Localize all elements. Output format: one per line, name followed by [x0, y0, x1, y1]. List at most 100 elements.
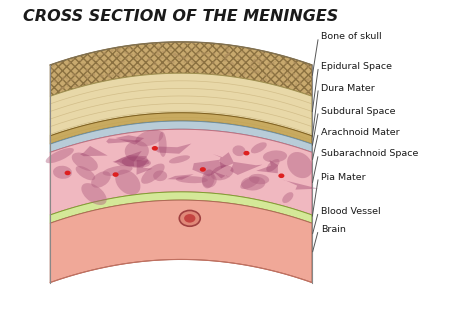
Ellipse shape: [109, 57, 110, 59]
Ellipse shape: [89, 76, 91, 77]
Ellipse shape: [191, 70, 193, 72]
Circle shape: [244, 151, 249, 156]
Ellipse shape: [171, 63, 173, 66]
Polygon shape: [151, 144, 191, 154]
Ellipse shape: [292, 68, 295, 70]
Ellipse shape: [182, 56, 183, 58]
Ellipse shape: [217, 55, 219, 56]
Ellipse shape: [264, 74, 267, 76]
Ellipse shape: [122, 157, 151, 168]
Ellipse shape: [229, 70, 233, 72]
Ellipse shape: [131, 72, 135, 75]
Ellipse shape: [103, 60, 107, 62]
Polygon shape: [230, 162, 263, 175]
Ellipse shape: [222, 58, 223, 59]
Ellipse shape: [202, 174, 217, 188]
Ellipse shape: [201, 52, 203, 54]
Ellipse shape: [241, 71, 242, 73]
Ellipse shape: [128, 54, 133, 56]
Ellipse shape: [182, 56, 185, 58]
Ellipse shape: [159, 67, 162, 70]
Ellipse shape: [268, 63, 272, 65]
Ellipse shape: [295, 67, 298, 69]
Ellipse shape: [89, 58, 91, 59]
Ellipse shape: [296, 77, 299, 79]
Ellipse shape: [190, 50, 192, 51]
Ellipse shape: [115, 169, 140, 195]
Ellipse shape: [96, 64, 99, 67]
Ellipse shape: [92, 58, 95, 60]
Ellipse shape: [94, 54, 95, 56]
Ellipse shape: [170, 50, 172, 52]
Polygon shape: [50, 121, 312, 152]
Ellipse shape: [142, 53, 146, 54]
Ellipse shape: [283, 81, 285, 84]
Text: Subarachnoid Space: Subarachnoid Space: [320, 150, 418, 159]
Ellipse shape: [162, 64, 164, 67]
Ellipse shape: [118, 49, 120, 53]
Ellipse shape: [267, 69, 271, 70]
Ellipse shape: [135, 57, 138, 60]
Ellipse shape: [301, 68, 303, 70]
Ellipse shape: [73, 85, 76, 87]
Ellipse shape: [256, 55, 258, 57]
Ellipse shape: [279, 66, 281, 69]
Ellipse shape: [289, 70, 293, 71]
Ellipse shape: [76, 166, 95, 180]
Ellipse shape: [173, 54, 177, 56]
Ellipse shape: [261, 52, 265, 54]
Text: Brain: Brain: [320, 225, 346, 234]
Ellipse shape: [96, 67, 97, 69]
Ellipse shape: [306, 79, 310, 81]
Ellipse shape: [152, 52, 155, 55]
Ellipse shape: [78, 77, 80, 78]
Ellipse shape: [259, 64, 262, 65]
Ellipse shape: [98, 55, 102, 57]
Ellipse shape: [124, 52, 128, 54]
Ellipse shape: [215, 67, 218, 69]
Polygon shape: [213, 171, 230, 178]
Ellipse shape: [253, 66, 255, 69]
Ellipse shape: [58, 79, 59, 81]
Ellipse shape: [206, 46, 208, 48]
Ellipse shape: [79, 60, 81, 61]
Ellipse shape: [292, 76, 295, 78]
Ellipse shape: [128, 46, 130, 49]
Ellipse shape: [171, 61, 175, 63]
Ellipse shape: [120, 61, 125, 63]
Ellipse shape: [196, 49, 198, 51]
Ellipse shape: [282, 192, 293, 203]
Ellipse shape: [79, 76, 80, 78]
Ellipse shape: [156, 51, 159, 52]
Ellipse shape: [160, 43, 163, 46]
Ellipse shape: [173, 52, 176, 56]
Ellipse shape: [120, 67, 123, 69]
Ellipse shape: [173, 70, 176, 71]
Ellipse shape: [201, 67, 203, 69]
Ellipse shape: [307, 66, 311, 68]
Ellipse shape: [134, 53, 138, 55]
Ellipse shape: [153, 63, 157, 65]
Ellipse shape: [257, 72, 259, 73]
Ellipse shape: [79, 60, 82, 61]
Ellipse shape: [178, 58, 182, 60]
Ellipse shape: [231, 70, 233, 72]
Ellipse shape: [216, 48, 219, 49]
Ellipse shape: [249, 54, 252, 57]
Ellipse shape: [184, 57, 186, 58]
Ellipse shape: [267, 62, 270, 65]
Polygon shape: [50, 129, 312, 215]
Ellipse shape: [224, 54, 228, 56]
Ellipse shape: [255, 65, 256, 68]
Ellipse shape: [228, 53, 229, 56]
Ellipse shape: [288, 74, 290, 76]
Ellipse shape: [255, 70, 257, 73]
Ellipse shape: [121, 64, 124, 67]
Ellipse shape: [223, 44, 225, 47]
Ellipse shape: [46, 148, 74, 163]
Ellipse shape: [106, 63, 108, 64]
Ellipse shape: [255, 59, 258, 62]
Ellipse shape: [286, 72, 290, 74]
Ellipse shape: [294, 84, 297, 86]
Ellipse shape: [160, 57, 164, 59]
